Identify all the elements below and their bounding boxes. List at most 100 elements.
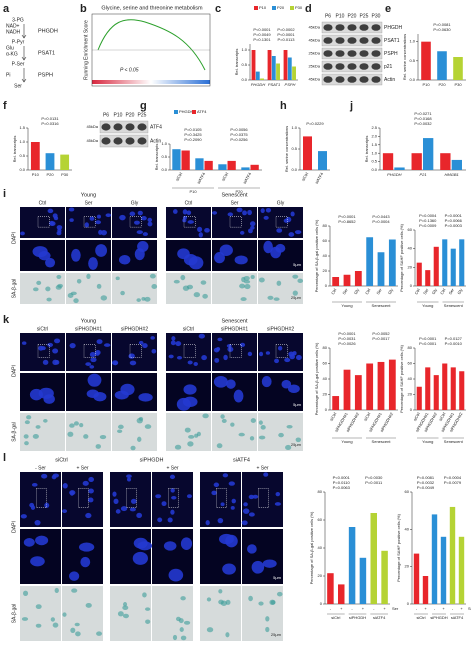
bar <box>377 252 385 286</box>
cell <box>149 273 156 279</box>
cell <box>122 605 129 611</box>
y-tick-label: 1.5 <box>19 125 25 130</box>
cell <box>161 501 167 507</box>
cell <box>225 534 238 548</box>
zoom-box <box>183 216 196 228</box>
column-label: siCtrl <box>183 326 194 332</box>
micrograph-zoom <box>62 529 103 584</box>
y-axis-label: Percentage of SAHF positive cells (%) <box>396 513 401 581</box>
cell <box>95 350 101 355</box>
blot-band <box>125 123 135 131</box>
p-value: P<0.0001 <box>333 475 351 480</box>
x-tick-label: P20 <box>46 172 54 177</box>
micrograph-dapi <box>62 472 103 527</box>
cell <box>151 348 157 354</box>
cell <box>276 228 283 233</box>
bar <box>327 573 334 604</box>
cell <box>243 279 251 284</box>
panel-letter: j <box>349 100 353 112</box>
x-tick-label: Ser <box>341 287 349 295</box>
blot-band <box>347 63 357 70</box>
cell <box>251 560 265 574</box>
x-tick-label: siCtrl <box>220 171 229 181</box>
micrograph-dapi <box>20 472 61 527</box>
p-value: P=0.0032 <box>414 121 432 126</box>
cell <box>175 341 182 347</box>
p-value: P=0.0001 <box>419 336 437 341</box>
blot-lane: P30 <box>372 13 381 19</box>
p-value: P=0.0003 <box>445 223 463 228</box>
cell <box>115 509 121 514</box>
row-label: SA-β-gal <box>11 279 17 299</box>
cofactor: Pi <box>6 72 10 78</box>
cell <box>89 216 95 221</box>
p-value: P=0.0032 <box>417 480 435 485</box>
bar <box>267 50 272 80</box>
x-tick-label: PHGDH <box>251 82 266 87</box>
pathway-arrow <box>21 68 27 83</box>
cell <box>126 477 132 482</box>
p-value: P=0.0131 <box>41 116 59 121</box>
group-label: siATF4 <box>373 615 386 620</box>
enzyme: PSPH <box>38 72 53 78</box>
cell <box>96 339 103 345</box>
group-label: Senescent <box>372 303 392 308</box>
bar <box>292 66 296 80</box>
cell <box>30 556 45 567</box>
group-label: Young <box>422 303 433 308</box>
y-tick-label: 80 <box>323 345 328 350</box>
cell <box>45 257 56 268</box>
bar <box>442 239 448 286</box>
cell <box>183 384 197 395</box>
legend-label: PHGDH <box>179 109 194 114</box>
cell <box>227 346 234 352</box>
bar <box>453 57 463 80</box>
y-tick-label: 0.5 <box>161 154 167 159</box>
bar <box>440 536 447 604</box>
blot-band <box>335 24 345 31</box>
cell <box>258 601 264 606</box>
bar <box>431 514 438 604</box>
blot-band <box>347 50 357 57</box>
cell <box>56 231 62 236</box>
metabolite: Ser <box>14 83 22 89</box>
cell <box>233 389 244 403</box>
x-tick-label: siCtrl <box>300 171 309 181</box>
group-label: Senescent <box>222 192 248 198</box>
y-axis-label: Rel. serine concentrations <box>284 126 289 172</box>
cell <box>34 519 41 526</box>
cell <box>68 207 75 212</box>
cell <box>252 494 259 499</box>
cell <box>239 342 246 347</box>
x-tick-label: PSAT1 <box>268 82 280 87</box>
p-value: P=0.0110 <box>333 480 351 485</box>
bar <box>425 270 431 286</box>
group-label: siPHGDH <box>140 457 164 463</box>
x-tick-label: Ctrl <box>330 287 337 295</box>
y-tick-label: 60 <box>323 361 328 366</box>
panel-letter: c <box>215 3 221 15</box>
cell <box>73 298 79 304</box>
x-tick-label: - <box>351 606 353 611</box>
cell <box>74 622 80 627</box>
cell <box>220 414 225 419</box>
cell <box>263 215 269 220</box>
gsea-pvalue: P < 0.05 <box>120 67 139 73</box>
cell <box>57 283 63 288</box>
p-value: P=0.0052 <box>372 331 390 336</box>
blot-band <box>335 50 345 57</box>
cell <box>270 246 282 259</box>
bar <box>416 386 422 410</box>
zoom-box <box>78 488 89 508</box>
p-value: P=0.0063 <box>333 485 351 490</box>
cell <box>244 284 251 290</box>
cell <box>46 297 52 302</box>
cell <box>281 379 292 389</box>
bar <box>411 153 422 170</box>
cell <box>193 292 201 298</box>
cell <box>221 418 227 424</box>
y-tick-label: 20 <box>318 573 323 578</box>
p-value: P=0.0004 <box>419 213 437 218</box>
cell <box>250 225 255 230</box>
cell <box>206 597 212 602</box>
